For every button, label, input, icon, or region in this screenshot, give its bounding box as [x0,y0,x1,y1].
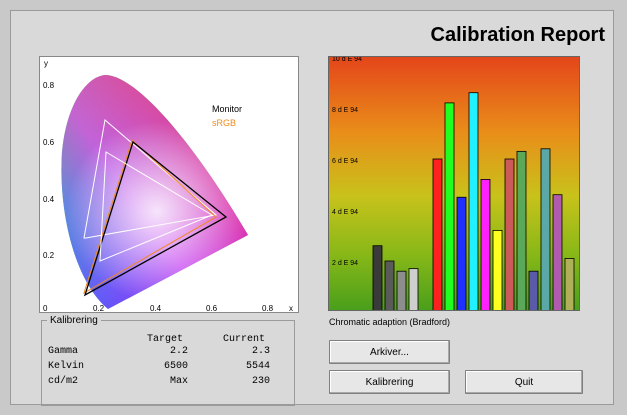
delta-e-bar [504,158,515,310]
y-tick-label: 6 d E 94 [332,158,358,165]
x-axis-letter: x [289,304,293,313]
y-tick-label: 0.2 [43,251,55,260]
calibration-group [41,320,295,406]
x-tick-label: 0.8 [262,304,274,313]
row-target-gamma: 2.2 [169,346,188,357]
spectral-locus [61,75,248,309]
quit-button[interactable]: Quit [465,370,583,394]
y-axis-letter: y [44,59,48,68]
x-tick-label: 0.2 [93,304,105,313]
calibrate-button[interactable]: Kalibrering [329,370,450,394]
archive-button[interactable]: Arkiver... [329,340,450,364]
legend-isocoated: ISOcoated [212,132,255,142]
delta-e-bar [480,179,491,310]
legend-monitor: Monitor [212,104,242,114]
y-tick-label: 0.4 [43,195,55,204]
delta-e-bar [396,270,407,310]
delta-e-bar [432,158,443,310]
row-target-luminance: Max [169,376,188,387]
row-current-luminance: 230 [251,376,270,387]
delta-e-bar [384,260,395,310]
row-target-kelvin: 6500 [163,361,188,372]
delta-e-bar [516,150,527,310]
row-label-gamma: Gamma [48,346,79,357]
delta-e-bar [552,194,563,310]
delta-e-bar [408,268,419,310]
y-tick-label: 0.8 [43,81,55,90]
header-current: Current [223,334,266,345]
legend-srgb: sRGB [212,118,236,128]
delta-e-bar [492,229,503,310]
x-tick-label: 0.4 [150,304,162,313]
page-title: Calibration Report [430,24,605,46]
cie-plot-svg: y x 0.8 0.6 0.4 0.2 0 0.2 0.4 0.6 0.8 Mo… [43,59,293,313]
y-tick-label: 4 d E 94 [332,209,358,216]
delta-e-bar [540,148,551,310]
x-tick-label: 0 [43,304,48,313]
y-tick-label: 0.6 [43,138,55,147]
isocoated-gamut-outline [99,151,214,262]
row-current-gamma: 2.3 [251,346,270,357]
y-tick-label: 8 d E 94 [332,107,358,114]
row-label-kelvin: Kelvin [48,361,85,372]
x-tick-label: 0.6 [206,304,218,313]
chart-caption: Chromatic adaption (Bradford) [329,317,451,327]
srgb-gamut [83,139,217,295]
delta-e-bar [468,92,479,310]
monitor-gamut [83,140,228,297]
y-tick-label: 2 d E 94 [332,260,358,267]
calibration-group-legend: Kalibrering [47,315,101,326]
delta-e-chart-svg: 10 d E 94 8 d E 94 6 d E 94 4 d E 94 2 d E 9… [332,57,575,310]
row-label-luminance: cd/m2 [48,376,79,387]
delta-e-bar [564,258,575,310]
delta-e-bar [456,196,467,310]
cie-chromaticity-plot: y x 0.8 0.6 0.4 0.2 0 0.2 0.4 0.6 0.8 Mo… [39,56,299,313]
delta-e-bar [444,102,455,310]
delta-e-bar [528,270,539,310]
y-tick-label: 10 d E 94 [332,57,362,63]
delta-e-bar [372,245,383,310]
delta-e-bar-chart: 10 d E 94 8 d E 94 6 d E 94 4 d E 94 2 d E 9… [328,56,580,311]
row-current-kelvin: 5544 [245,361,270,372]
header-target: Target [147,334,184,345]
